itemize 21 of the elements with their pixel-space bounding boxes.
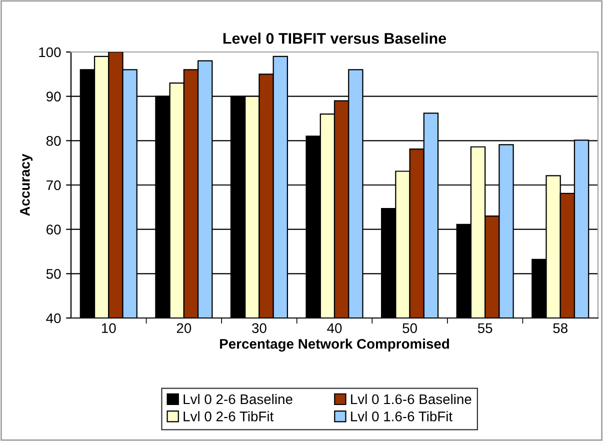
y-tick-label: 100 [39, 47, 61, 58]
x-tick-label: 55 [478, 323, 492, 334]
x-tick-label: 30 [252, 323, 266, 334]
x-tick-label: 58 [553, 323, 568, 334]
x-tick-label: 40 [327, 323, 342, 334]
chart-title: Level 0 TIBFIT versus Baseline [223, 32, 446, 44]
legend-label: Lvl 0 2-6 TibFit [184, 411, 274, 422]
x-tick-label: 20 [176, 323, 192, 334]
legend-label: Lvl 0 1.6-6 TibFit [351, 411, 452, 422]
x-tick-label: 50 [402, 323, 417, 334]
x-axis-title: Percentage Network Compromised [220, 338, 449, 352]
legend-label: Lvl 0 2-6 Baseline [184, 394, 292, 404]
y-tick-label: 50 [46, 269, 61, 279]
y-tick-label: 90 [46, 92, 61, 102]
y-tick-label: 60 [46, 224, 61, 235]
legend-label: Lvl 0 1.6-6 Baseline [351, 394, 472, 404]
y-tick-label: 80 [46, 136, 61, 146]
y-tick-label: 40 [46, 313, 61, 324]
y-axis-title: Accuracy [20, 154, 33, 216]
y-tick-label: 70 [46, 180, 61, 190]
x-tick-label: 10 [102, 323, 116, 334]
